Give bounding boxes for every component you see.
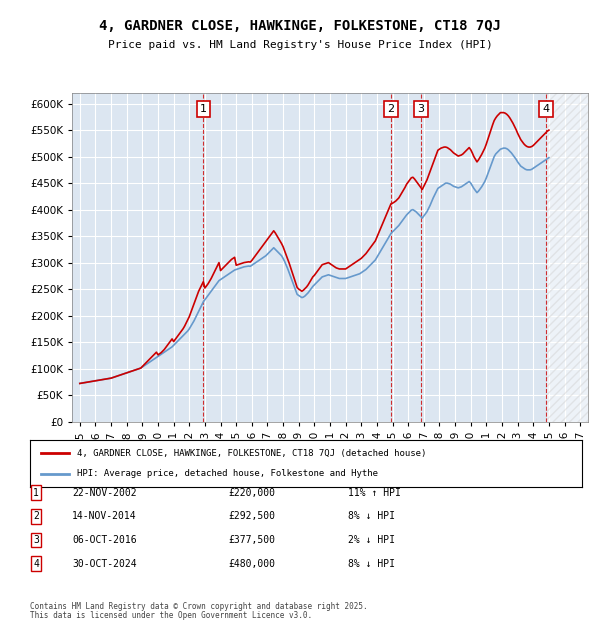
Text: 1: 1 [200,104,207,114]
Text: 14-NOV-2014: 14-NOV-2014 [72,512,137,521]
Text: 1: 1 [33,488,39,498]
Text: £377,500: £377,500 [228,535,275,545]
Text: 2: 2 [388,104,395,114]
Text: 22-NOV-2002: 22-NOV-2002 [72,488,137,498]
Text: 2: 2 [33,512,39,521]
Text: Price paid vs. HM Land Registry's House Price Index (HPI): Price paid vs. HM Land Registry's House … [107,40,493,50]
Text: 8% ↓ HPI: 8% ↓ HPI [348,512,395,521]
Text: HPI: Average price, detached house, Folkestone and Hythe: HPI: Average price, detached house, Folk… [77,469,378,478]
Bar [547,93,588,422]
Text: £292,500: £292,500 [228,512,275,521]
Text: 8% ↓ HPI: 8% ↓ HPI [348,559,395,569]
Text: 2% ↓ HPI: 2% ↓ HPI [348,535,395,545]
Text: 3: 3 [417,104,424,114]
Text: 3: 3 [33,535,39,545]
Text: This data is licensed under the Open Government Licence v3.0.: This data is licensed under the Open Gov… [30,611,312,619]
Text: 06-OCT-2016: 06-OCT-2016 [72,535,137,545]
Text: 4: 4 [33,559,39,569]
Text: 4, GARDNER CLOSE, HAWKINGE, FOLKESTONE, CT18 7QJ: 4, GARDNER CLOSE, HAWKINGE, FOLKESTONE, … [99,19,501,33]
Text: 4, GARDNER CLOSE, HAWKINGE, FOLKESTONE, CT18 7QJ (detached house): 4, GARDNER CLOSE, HAWKINGE, FOLKESTONE, … [77,449,426,458]
Text: 30-OCT-2024: 30-OCT-2024 [72,559,137,569]
Text: Contains HM Land Registry data © Crown copyright and database right 2025.: Contains HM Land Registry data © Crown c… [30,602,368,611]
Text: 11% ↑ HPI: 11% ↑ HPI [348,488,401,498]
Text: 4: 4 [542,104,550,114]
Text: £220,000: £220,000 [228,488,275,498]
Text: £480,000: £480,000 [228,559,275,569]
